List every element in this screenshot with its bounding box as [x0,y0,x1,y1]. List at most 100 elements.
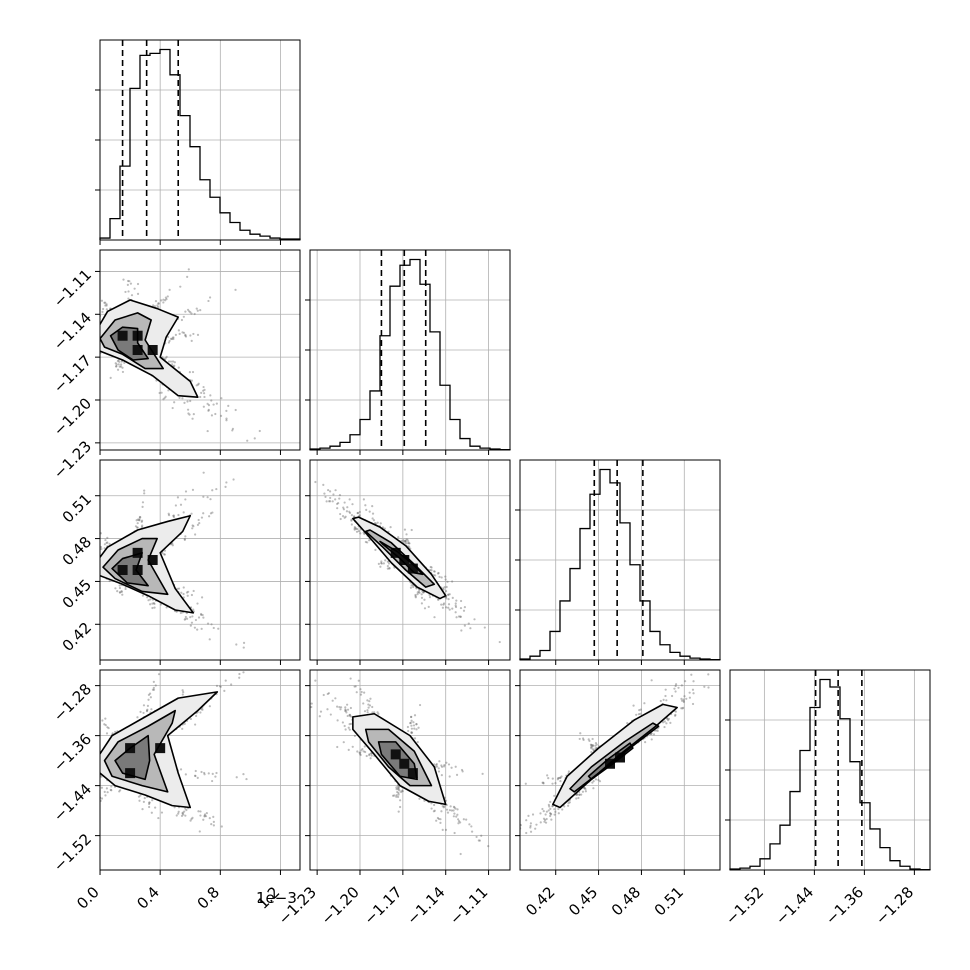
scatter-point [438,760,441,763]
scatter-point [353,528,356,531]
scatter-point [223,689,226,692]
scatter-point [163,553,166,556]
scatter-point [148,801,151,804]
scatter-point [192,332,195,336]
scatter-point [344,728,347,731]
scatter-point [184,498,187,501]
scatter-point [141,505,144,508]
scatter-point [680,697,683,700]
scatter-point [153,602,156,605]
scatter-point [348,728,351,731]
scatter-point [193,312,196,316]
scatter-point [109,788,112,791]
density-cell [399,758,410,769]
x-tick-label: 0.48 [608,883,644,919]
density-cell [147,555,158,565]
scatter-point [189,616,192,619]
scatter-point [242,646,245,649]
scatter-point [409,721,412,724]
scatter-point [369,757,372,760]
scatter-point [444,828,448,831]
scatter-point [92,335,94,337]
scatter-point [367,539,371,542]
scatter-point [188,413,191,416]
scatter-point [232,478,235,481]
scatter-point [89,772,91,774]
scatter-point [334,697,337,700]
scatter-point [118,591,121,594]
scatter-point [550,818,553,821]
scatter-point [363,532,366,536]
scatter-point [96,349,98,351]
scatter-point [103,790,106,793]
scatter-point [196,602,199,605]
scatter-point [189,624,192,627]
panel-frame [519,459,721,661]
scatter-point [331,699,334,702]
scatter-point [90,564,92,566]
scatter-point [176,496,180,499]
scatter-point [400,790,403,794]
scatter-point [75,774,77,776]
scatter-point [94,352,96,354]
scatter-point [410,731,414,734]
contour-line [100,299,199,398]
scatter-point [173,364,176,367]
scatter-point [542,810,545,813]
y-tick-label: −1.11 [50,266,95,311]
scatter-point [549,812,552,815]
scatter-point [215,402,218,405]
scatter-point [398,789,401,792]
scatter-point [89,351,91,353]
contour-line [379,540,424,576]
scatter-point [76,570,78,572]
scatter-point [369,697,372,700]
scatter-point [459,599,463,603]
scatter-point [406,538,409,541]
scatter-point [567,804,570,807]
scatter-point [156,304,159,307]
scatter-point [90,756,92,758]
scatter-point [194,723,197,726]
scatter-point [101,719,104,722]
scatter-point [62,564,64,566]
scatter-point [659,699,662,703]
scatter-point [86,348,88,350]
scatter-point [410,715,413,719]
scatter-point [197,383,200,386]
scatter-point [167,389,170,392]
scatter-point [141,594,145,597]
scatter-point [356,527,359,531]
scatter-point [161,552,164,555]
scatter-point [336,502,339,506]
scatter-point [181,811,184,814]
scatter-point [238,672,241,676]
scatter-point [435,763,438,767]
contour-line [352,516,447,600]
scatter-point [357,529,360,533]
scatter-point [257,655,259,657]
contour-line [587,742,634,781]
scatter-point [371,705,374,709]
scatter-point [379,565,382,568]
scatter-point [661,721,665,724]
density-cell [147,345,158,355]
scatter-point [322,483,325,486]
scatter-point [173,361,176,364]
scatter-point [399,799,402,802]
scatter-point [487,845,490,848]
scatter-point [190,379,193,382]
scatter-point [119,789,122,792]
scatter-point [524,782,527,785]
y-tick-label: 0.42 [59,619,95,655]
scatter-point [184,814,187,817]
scatter-point [529,822,532,825]
scatter-point [110,789,113,792]
scatter-point [457,818,460,821]
scatter-point [384,559,387,562]
scatter-point [182,690,185,694]
scatter-point [665,722,668,725]
x-tick-label: −1.17 [360,883,405,928]
scatter-point [196,333,200,336]
scatter-point [151,688,155,691]
